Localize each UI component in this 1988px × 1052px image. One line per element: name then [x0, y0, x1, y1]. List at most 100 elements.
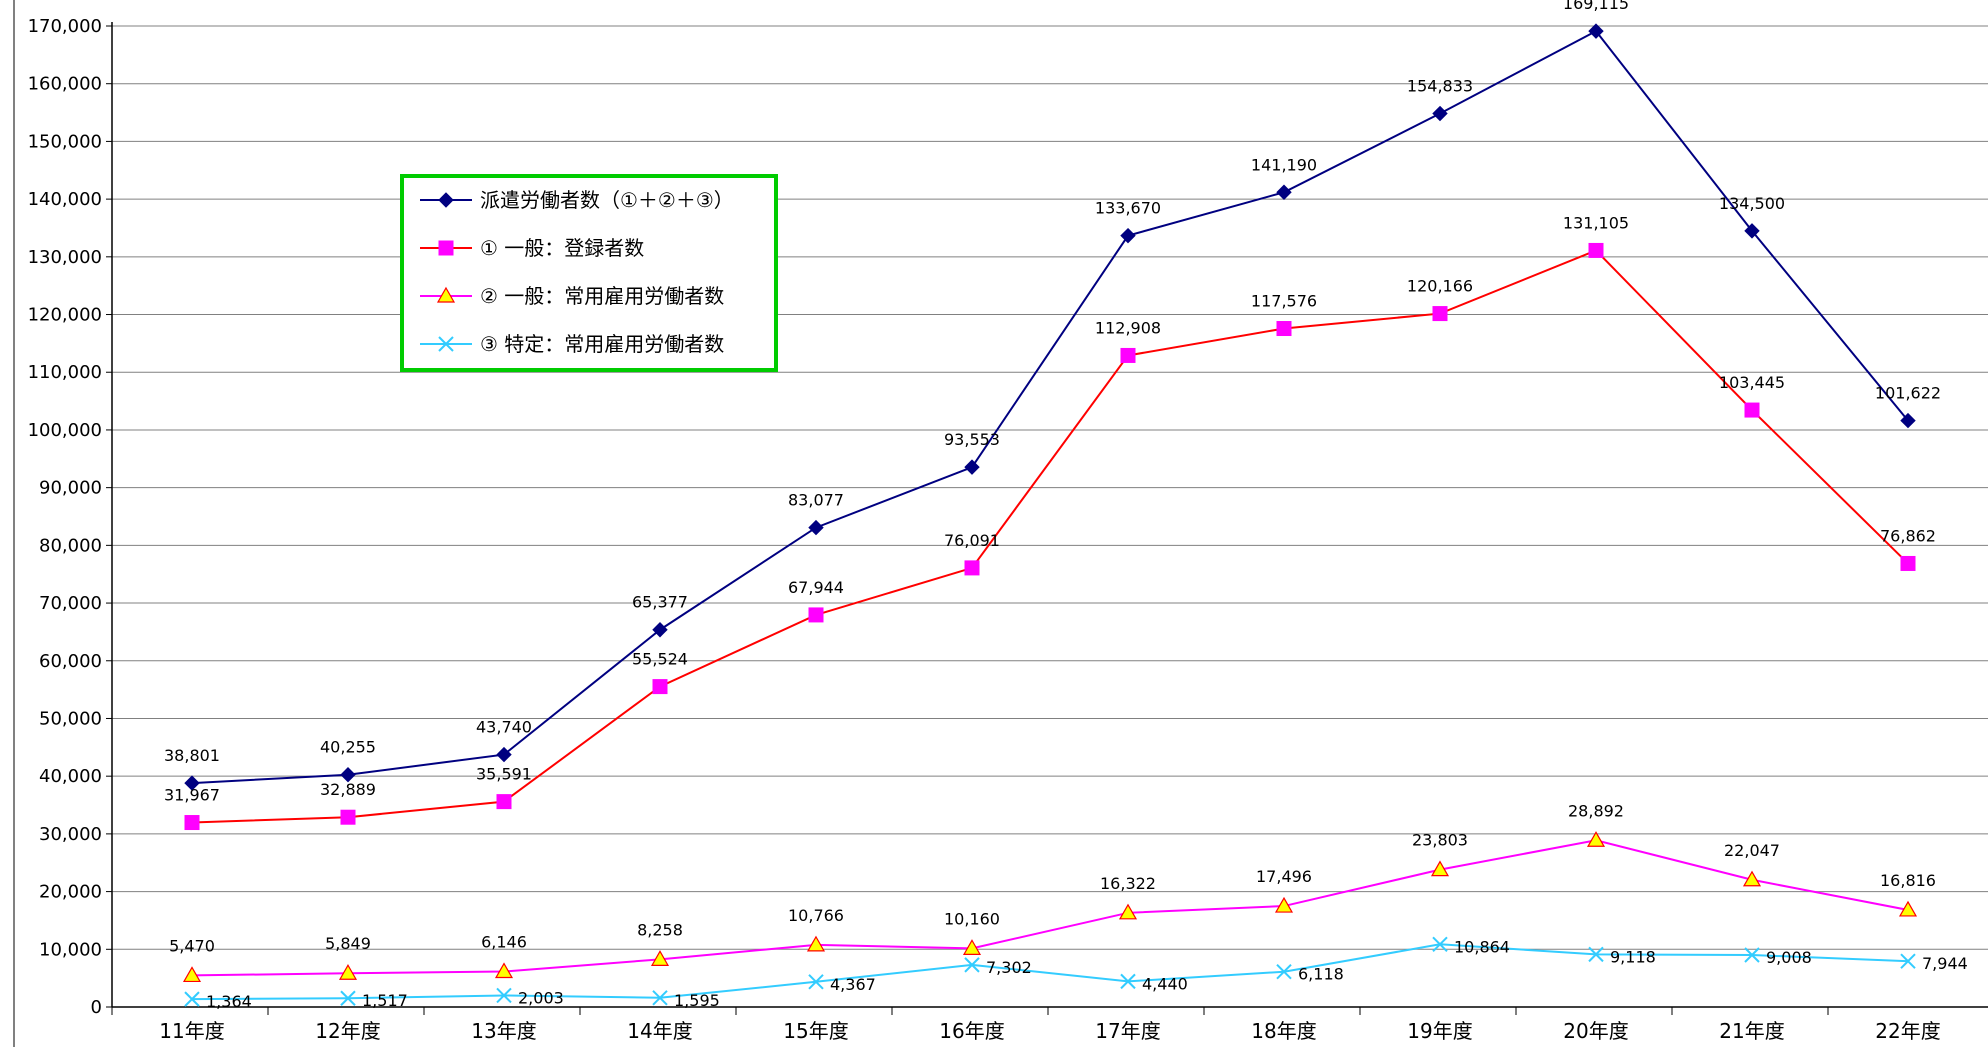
x-marker-stroke	[808, 974, 824, 990]
data-point	[1276, 184, 1292, 200]
data-point	[962, 939, 982, 955]
data-point	[808, 519, 824, 536]
data-label: 169,115	[1563, 0, 1629, 13]
data-label: 43,740	[476, 718, 532, 737]
data-point	[496, 987, 512, 1004]
x-tick-label: 18年度	[1251, 1019, 1316, 1043]
data-point	[806, 935, 826, 952]
data-point	[494, 962, 514, 979]
x-tick-label: 12年度	[315, 1019, 380, 1043]
data-label: 1,517	[362, 991, 408, 1010]
x-tick-label: 15年度	[783, 1019, 848, 1043]
data-point	[182, 966, 202, 983]
series-layer	[182, 23, 1918, 1007]
x-marker-stroke	[1744, 947, 1760, 963]
y-tick-label: 60,000	[39, 651, 102, 672]
data-point	[1432, 936, 1448, 953]
x-tick-label: 13年度	[471, 1019, 536, 1043]
data-point	[340, 766, 356, 783]
x-marker-stroke	[1900, 953, 1916, 969]
y-tick-label: 160,000	[28, 74, 102, 95]
data-label: 31,967	[164, 786, 220, 805]
series-line	[191, 943, 1909, 1001]
legend-marker	[438, 240, 454, 256]
legend-label: ③ 特定：常用雇用労働者数	[480, 332, 724, 356]
data-point	[184, 775, 200, 791]
data-label: 28,892	[1568, 801, 1624, 820]
data-point	[652, 990, 668, 1006]
x-marker-stroke	[184, 991, 200, 1007]
data-point	[1276, 963, 1292, 980]
data-label: 4,440	[1142, 974, 1188, 993]
data-label: 35,591	[476, 765, 532, 784]
x-tick-label: 11年度	[159, 1019, 224, 1043]
data-point	[1432, 105, 1448, 122]
x-marker-stroke	[1276, 963, 1292, 980]
data-point	[1900, 412, 1916, 429]
x-tick-label: 22年度	[1875, 1019, 1940, 1043]
legend-label: 派遣労働者数（①＋②＋③）	[480, 188, 734, 212]
data-point	[808, 607, 824, 623]
data-label: 103,445	[1719, 373, 1785, 392]
data-point	[1274, 896, 1294, 913]
data-point	[808, 974, 824, 990]
data-point	[1588, 23, 1604, 39]
data-label: 38,801	[164, 746, 220, 765]
data-label: 120,166	[1407, 277, 1473, 296]
data-label: 32,889	[320, 780, 376, 799]
series-3	[182, 831, 1918, 983]
data-label: 23,803	[1412, 831, 1468, 850]
data-point	[1742, 870, 1762, 887]
x-tick-label: 14年度	[627, 1019, 692, 1043]
data-label: 112,908	[1095, 318, 1161, 337]
data-point	[1586, 831, 1606, 847]
data-point	[496, 746, 512, 763]
data-point	[184, 815, 200, 831]
data-label: 2,003	[518, 988, 564, 1007]
y-tick-label: 50,000	[39, 708, 102, 729]
y-tick-label: 20,000	[39, 882, 102, 903]
legend: 派遣労働者数（①＋②＋③） ① 一般：登録者数 ② 一般：常用雇用労働者数 ③ 特定：…	[400, 174, 778, 372]
legend-item: ① 一般：登録者数	[420, 236, 644, 260]
data-point	[652, 679, 668, 695]
data-point	[184, 991, 200, 1007]
data-label: 76,091	[944, 531, 1000, 550]
data-label: 22,047	[1724, 841, 1780, 860]
data-point	[964, 560, 980, 576]
y-tick-label: 110,000	[28, 362, 102, 383]
data-point	[1120, 227, 1136, 244]
data-label: 133,670	[1095, 199, 1161, 218]
data-point	[1900, 953, 1916, 969]
axis-layer: 0 10,000 20,000 30,000 40,000 50,000 60,000 70,…	[13, 0, 1988, 1047]
data-label: 134,500	[1719, 194, 1785, 213]
data-point	[964, 459, 980, 475]
data-label: 5,849	[325, 934, 371, 953]
data-point	[650, 950, 670, 966]
y-tick-label: 170,000	[28, 16, 102, 37]
data-point	[1430, 860, 1450, 877]
series-line	[191, 839, 1909, 977]
data-point	[1744, 947, 1760, 963]
legend-item: 派遣労働者数（①＋②＋③）	[420, 188, 734, 212]
data-label: 101,622	[1875, 384, 1941, 403]
y-tick-label: 90,000	[39, 478, 102, 499]
data-label: 83,077	[788, 491, 844, 510]
data-point	[1744, 223, 1760, 239]
data-label: 9,008	[1766, 948, 1812, 967]
x-marker-stroke	[438, 336, 454, 352]
y-tick-label: 0	[91, 997, 102, 1018]
data-point	[340, 990, 356, 1006]
legend-label: ② 一般：常用雇用労働者数	[480, 284, 724, 308]
data-label: 6,118	[1298, 965, 1344, 984]
x-marker-stroke	[340, 990, 356, 1006]
y-tick-label: 30,000	[39, 824, 102, 845]
data-label: 4,367	[830, 975, 876, 994]
data-label: 131,105	[1563, 213, 1629, 232]
series-1	[184, 23, 1916, 791]
x-marker-stroke	[496, 987, 512, 1004]
data-label: 5,470	[169, 936, 215, 955]
data-label: 67,944	[788, 578, 844, 597]
legend-item: ② 一般：常用雇用労働者数	[420, 284, 724, 308]
